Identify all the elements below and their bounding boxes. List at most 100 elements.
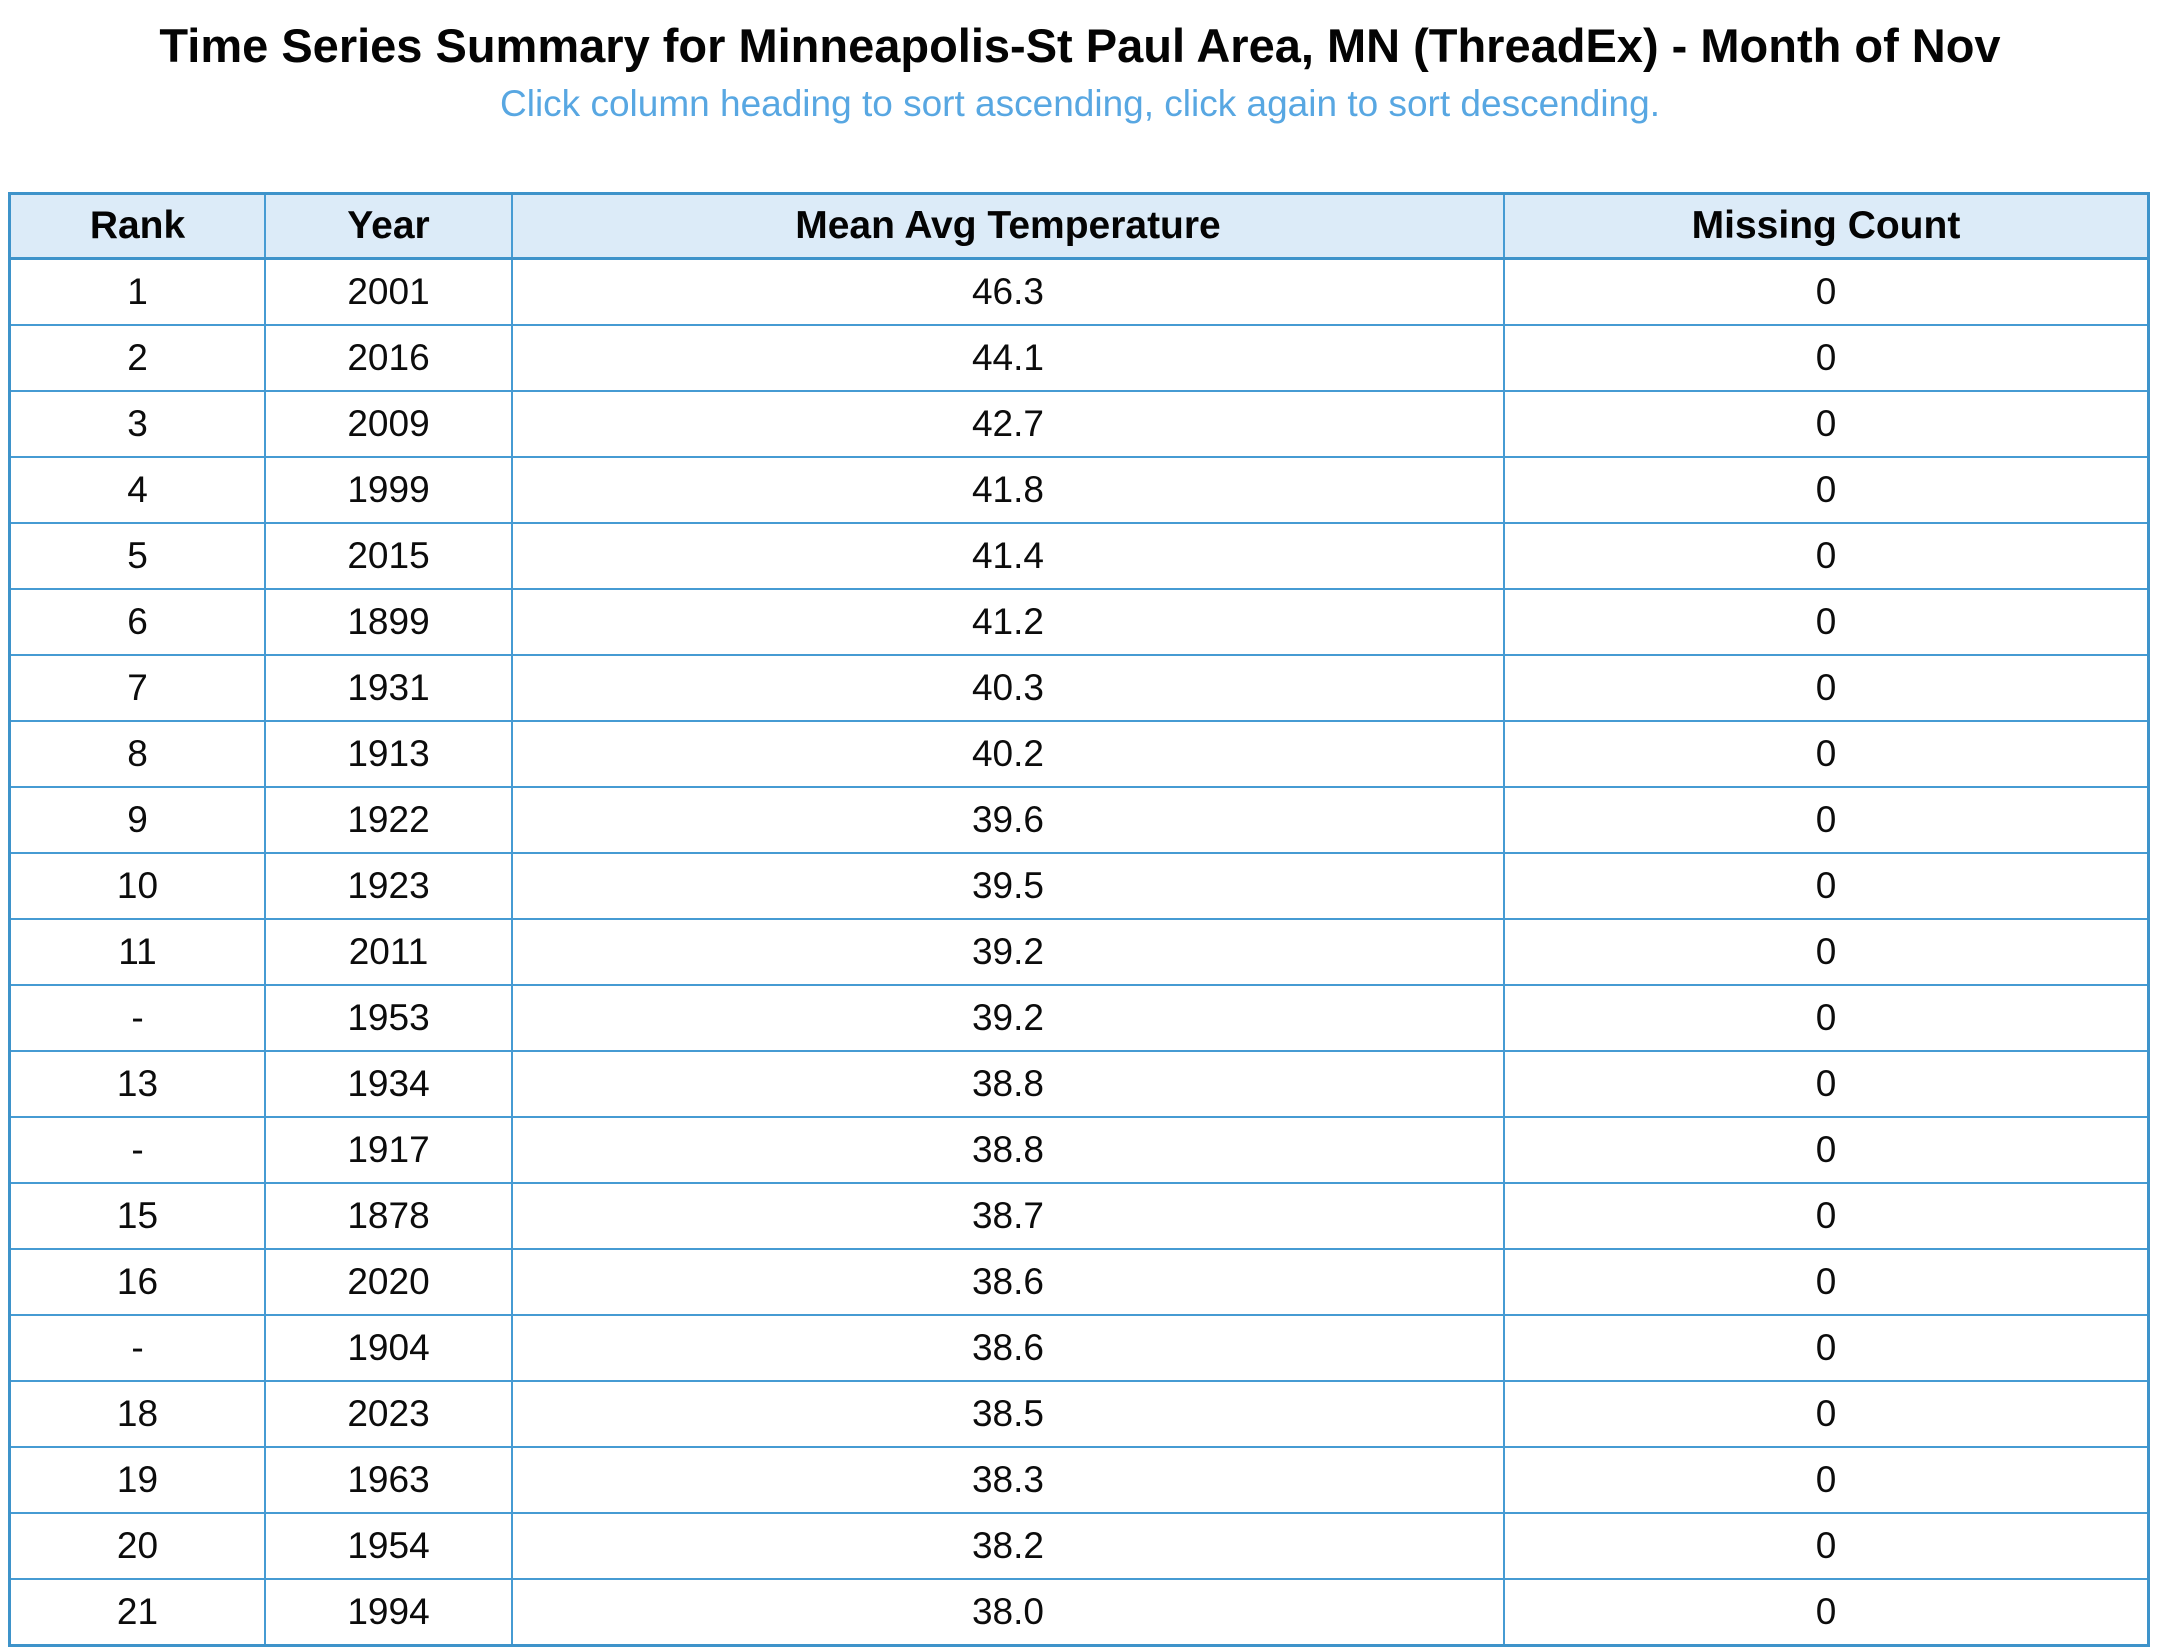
missing-count-cell: 0 bbox=[1503, 1380, 2150, 1448]
mean-avg-temp-cell: 42.7 bbox=[511, 390, 1505, 458]
mean-avg-temp-cell: 40.3 bbox=[511, 654, 1505, 722]
rank-cell: 18 bbox=[8, 1380, 266, 1448]
missing-count-cell: 0 bbox=[1503, 1578, 2150, 1647]
mean-avg-temp-cell: 38.8 bbox=[511, 1050, 1505, 1118]
table-row: - 1917 38.8 0 bbox=[8, 1116, 2150, 1184]
year-cell: 1934 bbox=[264, 1050, 513, 1118]
rank-cell: - bbox=[8, 1314, 266, 1382]
mean-avg-temp-cell: 38.8 bbox=[511, 1116, 1505, 1184]
rank-cell: 5 bbox=[8, 522, 266, 590]
missing-count-cell: 0 bbox=[1503, 522, 2150, 590]
year-cell: 1913 bbox=[264, 720, 513, 788]
table-row: 2 2016 44.1 0 bbox=[8, 324, 2150, 392]
mean-avg-temp-cell: 39.6 bbox=[511, 786, 1505, 854]
missing-count-cell: 0 bbox=[1503, 390, 2150, 458]
missing-count-cell: 0 bbox=[1503, 918, 2150, 986]
table-row: 20 1954 38.2 0 bbox=[8, 1512, 2150, 1580]
table-row: 1 2001 46.3 0 bbox=[8, 257, 2150, 326]
table-body: 1 2001 46.3 0 2 2016 44.1 0 3 2009 42.7 … bbox=[8, 257, 2150, 1647]
missing-count-cell: 0 bbox=[1503, 1512, 2150, 1580]
mean-avg-temp-cell: 44.1 bbox=[511, 324, 1505, 392]
rank-cell: 4 bbox=[8, 456, 266, 524]
rank-cell: 15 bbox=[8, 1182, 266, 1250]
rank-cell: 9 bbox=[8, 786, 266, 854]
mean-avg-temp-cell: 38.2 bbox=[511, 1512, 1505, 1580]
missing-count-cell: 0 bbox=[1503, 786, 2150, 854]
table-row: - 1904 38.6 0 bbox=[8, 1314, 2150, 1382]
year-cell: 1963 bbox=[264, 1446, 513, 1514]
year-cell: 2001 bbox=[264, 257, 513, 326]
year-cell: 1994 bbox=[264, 1578, 513, 1647]
time-series-summary-table: Rank Year Mean Avg Temperature Missing C… bbox=[8, 192, 2150, 1647]
missing-count-cell: 0 bbox=[1503, 720, 2150, 788]
rank-cell: 10 bbox=[8, 852, 266, 920]
rank-cell: 16 bbox=[8, 1248, 266, 1316]
column-header-missing-count[interactable]: Missing Count bbox=[1503, 192, 2150, 260]
missing-count-cell: 0 bbox=[1503, 324, 2150, 392]
missing-count-cell: 0 bbox=[1503, 1116, 2150, 1184]
missing-count-cell: 0 bbox=[1503, 1248, 2150, 1316]
missing-count-cell: 0 bbox=[1503, 257, 2150, 326]
mean-avg-temp-cell: 38.0 bbox=[511, 1578, 1505, 1647]
table-header: Rank Year Mean Avg Temperature Missing C… bbox=[8, 192, 2150, 260]
missing-count-cell: 0 bbox=[1503, 1446, 2150, 1514]
table-row: 9 1922 39.6 0 bbox=[8, 786, 2150, 854]
rank-cell: 8 bbox=[8, 720, 266, 788]
missing-count-cell: 0 bbox=[1503, 1050, 2150, 1118]
table-row: 8 1913 40.2 0 bbox=[8, 720, 2150, 788]
year-cell: 2009 bbox=[264, 390, 513, 458]
sort-instructions: Click column heading to sort ascending, … bbox=[500, 83, 1660, 124]
table-row: 3 2009 42.7 0 bbox=[8, 390, 2150, 458]
rank-cell: 13 bbox=[8, 1050, 266, 1118]
mean-avg-temp-cell: 41.8 bbox=[511, 456, 1505, 524]
rank-cell: 6 bbox=[8, 588, 266, 656]
rank-cell: 21 bbox=[8, 1578, 266, 1647]
rank-cell: 19 bbox=[8, 1446, 266, 1514]
year-cell: 1999 bbox=[264, 456, 513, 524]
year-cell: 2020 bbox=[264, 1248, 513, 1316]
mean-avg-temp-cell: 41.2 bbox=[511, 588, 1505, 656]
rank-cell: 1 bbox=[8, 257, 266, 326]
table-row: 6 1899 41.2 0 bbox=[8, 588, 2150, 656]
table-row: 4 1999 41.8 0 bbox=[8, 456, 2150, 524]
missing-count-cell: 0 bbox=[1503, 852, 2150, 920]
rank-cell: 11 bbox=[8, 918, 266, 986]
mean-avg-temp-cell: 38.6 bbox=[511, 1248, 1505, 1316]
table-row: 7 1931 40.3 0 bbox=[8, 654, 2150, 722]
missing-count-cell: 0 bbox=[1503, 456, 2150, 524]
column-header-rank[interactable]: Rank bbox=[8, 192, 266, 260]
column-header-year[interactable]: Year bbox=[264, 192, 513, 260]
year-cell: 1917 bbox=[264, 1116, 513, 1184]
mean-avg-temp-cell: 38.5 bbox=[511, 1380, 1505, 1448]
mean-avg-temp-cell: 39.2 bbox=[511, 918, 1505, 986]
table-row: - 1953 39.2 0 bbox=[8, 984, 2150, 1052]
year-cell: 1878 bbox=[264, 1182, 513, 1250]
mean-avg-temp-cell: 39.2 bbox=[511, 984, 1505, 1052]
mean-avg-temp-cell: 38.6 bbox=[511, 1314, 1505, 1382]
table-row: 11 2011 39.2 0 bbox=[8, 918, 2150, 986]
table-row: 16 2020 38.6 0 bbox=[8, 1248, 2150, 1316]
header-row: Rank Year Mean Avg Temperature Missing C… bbox=[8, 192, 2150, 260]
missing-count-cell: 0 bbox=[1503, 1182, 2150, 1250]
column-header-mean-avg-temperature[interactable]: Mean Avg Temperature bbox=[511, 192, 1505, 260]
rank-cell: 2 bbox=[8, 324, 266, 392]
missing-count-cell: 0 bbox=[1503, 654, 2150, 722]
table-row: 5 2015 41.4 0 bbox=[8, 522, 2150, 590]
mean-avg-temp-cell: 39.5 bbox=[511, 852, 1505, 920]
year-cell: 2011 bbox=[264, 918, 513, 986]
missing-count-cell: 0 bbox=[1503, 984, 2150, 1052]
table-row: 18 2023 38.5 0 bbox=[8, 1380, 2150, 1448]
missing-count-cell: 0 bbox=[1503, 1314, 2150, 1382]
page-title: Time Series Summary for Minneapolis-St P… bbox=[159, 19, 2001, 72]
year-cell: 1922 bbox=[264, 786, 513, 854]
year-cell: 1954 bbox=[264, 1512, 513, 1580]
mean-avg-temp-cell: 38.7 bbox=[511, 1182, 1505, 1250]
table-row: 15 1878 38.7 0 bbox=[8, 1182, 2150, 1250]
table-row: 13 1934 38.8 0 bbox=[8, 1050, 2150, 1118]
table-row: 21 1994 38.0 0 bbox=[8, 1578, 2150, 1647]
year-cell: 2016 bbox=[264, 324, 513, 392]
table-row: 10 1923 39.5 0 bbox=[8, 852, 2150, 920]
rank-cell: - bbox=[8, 1116, 266, 1184]
table-row: 19 1963 38.3 0 bbox=[8, 1446, 2150, 1514]
